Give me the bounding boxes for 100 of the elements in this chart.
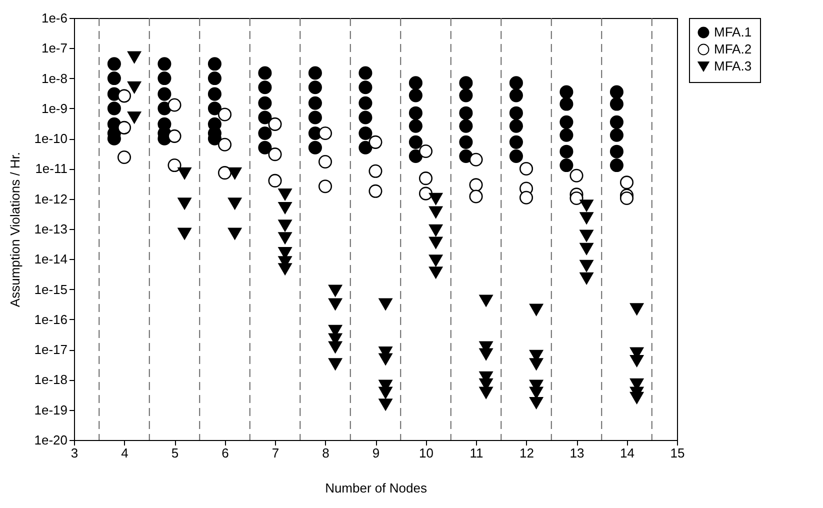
x-tick-label: 11 [470,446,484,460]
point [368,184,382,198]
point [328,298,342,310]
point [278,263,292,275]
y-tick-label: 1e-13 [34,222,68,236]
x-tick-label: 3 [70,446,78,460]
point [218,138,232,152]
point [418,172,433,186]
x-tick-label: 14 [620,446,634,460]
point [519,190,534,204]
point [328,284,342,297]
y-tick-label: 1e-9 [41,100,68,116]
point [479,294,493,307]
point [268,117,282,131]
point [580,200,594,212]
point [620,176,634,190]
x-tick-label: 15 [670,446,685,460]
x-axis-title: Number of Nodes [325,480,428,496]
point [530,396,544,409]
x-tick-label: 4 [121,446,128,460]
point [328,358,342,370]
y-tick-label: 1e-10 [34,131,68,146]
point [418,144,433,158]
point [630,392,644,404]
point [469,190,483,204]
x-tick-label: 9 [372,446,380,460]
point [630,354,644,367]
point [318,180,332,194]
point [318,126,332,140]
point [228,198,242,210]
point [469,152,483,166]
point [178,228,192,240]
point [278,232,292,244]
y-tick-label: 1e-11 [35,161,68,176]
y-tick-label: 1e-15 [34,282,68,297]
point [479,348,493,360]
point [429,206,443,218]
y-tick-label: 1e-12 [34,191,68,206]
point [580,272,594,284]
y-tick-label: 1e-14 [34,252,68,267]
point [168,129,182,143]
x-tick-label: 5 [171,446,179,460]
y-tick-label: 1e-18 [34,372,68,388]
point [378,398,392,410]
point [580,242,594,255]
legend-label: MFA.2 [714,42,752,56]
point [318,155,332,169]
y-axis-title: Assumption Violations / Hr. [7,152,22,308]
point [117,89,132,103]
point [519,162,534,176]
point [429,236,443,249]
point [178,167,192,180]
point [580,212,594,224]
point [580,260,594,272]
point [368,164,382,178]
point [378,298,392,310]
x-tick-label: 8 [322,446,330,460]
point [228,228,242,240]
point [117,120,132,134]
point [268,148,282,162]
point [268,174,282,188]
point [530,386,544,399]
point [218,166,232,180]
point [570,168,584,182]
point [530,358,544,370]
point [228,167,242,180]
point [328,341,342,354]
legend-label: MFA.1 [714,24,752,40]
point [128,112,142,124]
y-tick-label: 1e-20 [34,432,68,448]
x-tick-label: 7 [272,446,280,460]
point [620,191,634,205]
point [218,108,232,122]
point [128,51,142,64]
y-tick-label: 1e-6 [41,10,68,26]
y-tick-label: 1e-8 [41,70,68,86]
point [580,230,594,242]
point [168,158,182,172]
x-tick-label: 12 [520,446,534,460]
legend-label: MFA.3 [714,58,752,74]
point [278,202,292,214]
point [178,198,192,210]
y-tick-label: 1e-7 [41,40,68,56]
point [168,98,182,112]
point [429,224,443,236]
point [378,386,392,399]
point [429,266,443,278]
point [630,303,644,316]
y-tick-label: 1e-19 [34,402,68,418]
point [117,150,132,164]
point [278,220,292,232]
point [368,135,382,149]
point [278,188,292,200]
point [429,254,443,266]
x-tick-label: 13 [570,446,584,460]
point [418,186,433,200]
point [429,192,443,205]
point [469,178,483,192]
point [378,353,392,366]
point [530,304,544,316]
